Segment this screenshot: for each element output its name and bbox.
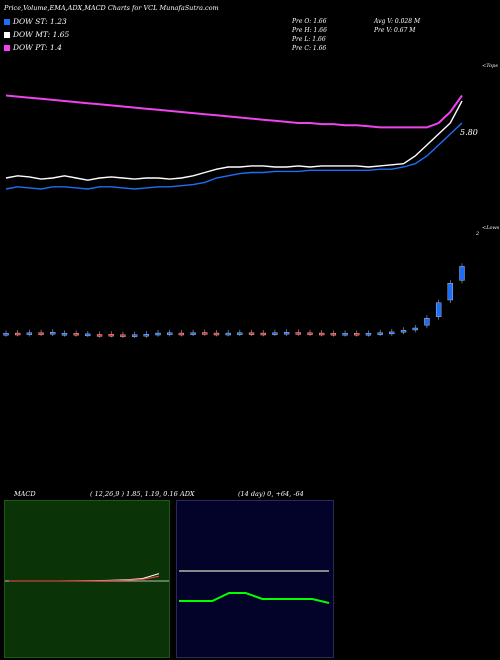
candle-body [213, 332, 220, 336]
candle-body [342, 333, 348, 336]
stat-pre-open: Pre O: 1.66 [292, 18, 327, 25]
legend-swatch-mt [4, 32, 10, 38]
right-small-label: 2 [476, 231, 480, 237]
legend-item: DOW PT: 1.4 [4, 43, 62, 52]
adx-title: ADX [180, 490, 195, 498]
stat-pre-volume: Pre V: 0.67 M [374, 27, 416, 34]
candle-body [190, 332, 196, 335]
series-line-dow-mt [5, 100, 463, 181]
candle-body [131, 334, 138, 337]
stat-pre-high: Pre H: 1.66 [292, 27, 327, 34]
candle-body [260, 332, 266, 336]
candle-body [155, 332, 161, 336]
legend-item: DOW ST: 1.23 [4, 17, 67, 26]
candle-body [120, 334, 126, 337]
candle-body [73, 333, 79, 336]
macd-title: MACD [14, 490, 36, 498]
legend-swatch-pt [4, 45, 10, 51]
legend-swatch-st [4, 19, 10, 25]
stat-avg-volume: Avg V: 0.028 M [374, 18, 421, 25]
candle-body [424, 318, 430, 326]
candle-body [283, 332, 290, 335]
adx-chart [179, 570, 330, 604]
candle-body [330, 333, 337, 336]
series-line-dow-st [5, 122, 463, 190]
candle-body [412, 327, 418, 331]
candle-body [61, 333, 68, 336]
candle-body [96, 334, 103, 337]
chart-title: Price,Volume,EMA,ADX,MACD Charts for VCL… [4, 4, 219, 12]
price-chart [3, 94, 465, 338]
candle-body [459, 266, 465, 281]
candle-body [225, 332, 231, 336]
candle-body [85, 333, 91, 337]
adx-panel [176, 500, 334, 658]
tops-label: <Tops [482, 63, 498, 69]
candle-body [50, 332, 56, 335]
macd-params: ( 12,26,9 ) 1.85, 1.19, 0.16 [90, 490, 178, 498]
candle-body [167, 332, 173, 335]
candle-body [26, 332, 33, 335]
candle-body [272, 332, 278, 335]
stat-pre-close: Pre C: 1.66 [292, 45, 327, 52]
candle-body [15, 332, 21, 336]
candle-body [319, 332, 325, 336]
candle-body [38, 332, 44, 335]
candle-body [400, 330, 407, 333]
candle-body [377, 332, 383, 335]
legend-item: DOW MT: 1.65 [4, 30, 69, 39]
macd-chart [5, 573, 169, 582]
lows-label: <Lows [482, 225, 500, 231]
last-price-label: 5.80 [460, 128, 478, 137]
macd-panel [4, 500, 170, 658]
candle-body [143, 334, 149, 337]
candle-body [108, 334, 114, 337]
series-line-dow-pt [5, 94, 463, 129]
stat-pre-low: Pre L: 1.66 [292, 36, 326, 43]
candle-body [178, 332, 185, 336]
candle-body [435, 302, 442, 317]
candle-body [202, 332, 208, 335]
candle-body [248, 332, 255, 335]
candle-body [237, 332, 243, 335]
candle-body [295, 332, 301, 335]
adx-params: (14 day) 0, +64, -64 [238, 490, 304, 498]
candle-body [3, 333, 9, 336]
candle-body [365, 333, 372, 336]
candle-body [354, 333, 360, 336]
macd-line-signal [9, 575, 160, 582]
candle-body [447, 283, 453, 301]
candle-body [307, 332, 313, 335]
candle-body [389, 331, 395, 335]
adx-line-adx [179, 592, 330, 604]
